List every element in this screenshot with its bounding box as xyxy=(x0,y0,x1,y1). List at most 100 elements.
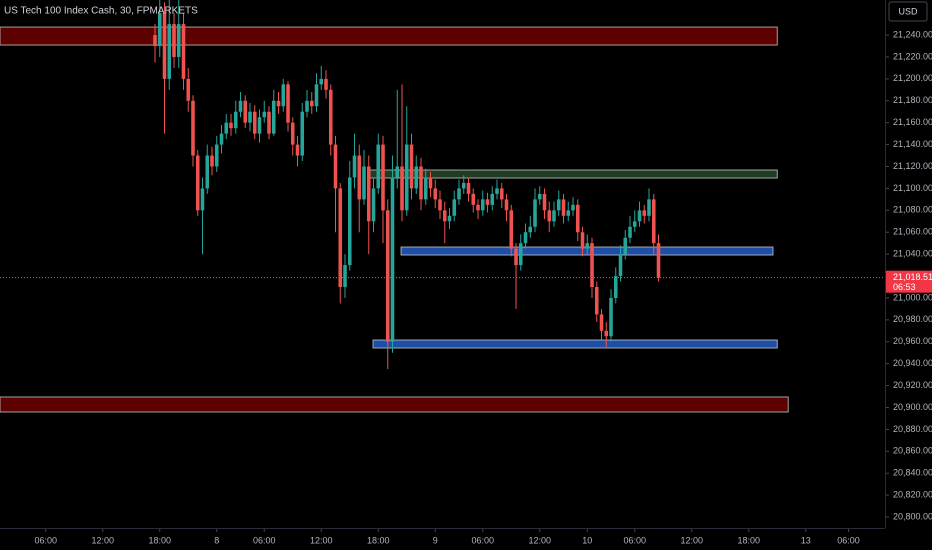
y-tick-label: 21,100.00 xyxy=(893,183,932,193)
candle-body xyxy=(400,166,404,211)
candle-body xyxy=(319,78,324,85)
candle-body xyxy=(433,188,438,200)
x-tick-label: 12:00 xyxy=(680,535,703,545)
candle-body xyxy=(300,111,305,156)
candle-body xyxy=(618,254,623,277)
candle-body xyxy=(609,297,613,337)
candle-body xyxy=(514,248,518,266)
candle-body xyxy=(656,243,661,278)
candle-body xyxy=(547,210,552,222)
candle-body xyxy=(271,100,276,134)
candle-body xyxy=(162,13,167,79)
currency-label[interactable]: USD xyxy=(898,6,918,16)
candle-body xyxy=(238,100,243,112)
candle-body xyxy=(262,111,267,118)
candle-body xyxy=(390,177,395,342)
last-price-label: 21,018.51 xyxy=(893,272,932,282)
x-tick-label: 06:00 xyxy=(471,535,494,545)
y-tick-label: 21,220.00 xyxy=(893,51,932,61)
candle-body xyxy=(404,144,409,211)
last-price-box xyxy=(886,270,932,293)
candle-body xyxy=(580,232,585,249)
candle-body xyxy=(328,89,333,145)
candle-body xyxy=(628,226,632,238)
candle-body xyxy=(419,166,423,200)
candle-body xyxy=(309,100,314,107)
candle-body xyxy=(642,210,647,216)
candle-body xyxy=(395,166,400,178)
candle-body xyxy=(343,265,347,288)
x-tick-label: 06:00 xyxy=(34,535,57,545)
candle-body xyxy=(210,155,214,167)
candle-body xyxy=(509,210,514,249)
candle-body xyxy=(651,199,656,244)
candle-body xyxy=(224,122,229,134)
y-tick-label: 20,920.00 xyxy=(893,380,932,390)
y-tick-label: 20,980.00 xyxy=(893,314,932,324)
candle-body xyxy=(314,84,319,107)
candle-body xyxy=(229,122,233,129)
candle-body xyxy=(423,177,428,200)
candle-body xyxy=(499,188,504,200)
currency-button[interactable] xyxy=(888,1,928,22)
candle-body xyxy=(504,199,509,211)
candle-body xyxy=(637,210,642,222)
x-tick-label: 9 xyxy=(433,535,438,545)
candle-body xyxy=(219,133,224,145)
x-tick-label: 06:00 xyxy=(253,535,276,545)
candle-body xyxy=(594,287,599,315)
candle-body xyxy=(461,182,466,189)
candle-body xyxy=(466,182,471,194)
candle-body xyxy=(490,193,495,205)
candle-body xyxy=(604,330,609,337)
candle-body xyxy=(575,204,580,233)
candle-body xyxy=(281,84,286,107)
candle-body xyxy=(157,13,162,47)
candle-body xyxy=(533,199,537,227)
candle-body xyxy=(362,166,366,200)
candle-body xyxy=(205,155,210,189)
candle-body xyxy=(381,144,385,211)
candle-body xyxy=(267,111,271,134)
candle-body xyxy=(542,193,547,211)
candle-body xyxy=(385,210,390,342)
candle-body xyxy=(476,204,480,211)
candle-body xyxy=(414,166,419,189)
candle-body xyxy=(248,111,252,123)
y-tick-label: 20,940.00 xyxy=(893,358,932,368)
candle-body xyxy=(518,243,523,266)
x-tick-label: 12:00 xyxy=(310,535,333,545)
y-tick-label: 21,120.00 xyxy=(893,161,932,171)
candle-body xyxy=(371,188,376,222)
candle-body xyxy=(167,24,172,79)
y-tick-label: 20,820.00 xyxy=(893,490,932,500)
candle-body xyxy=(172,24,176,57)
candle-body xyxy=(191,100,195,156)
candle-body xyxy=(447,215,452,222)
candle-body xyxy=(452,199,457,216)
candle-body xyxy=(485,199,490,205)
candle-body xyxy=(176,24,181,57)
x-tick-label: 13 xyxy=(801,535,811,545)
candle-body xyxy=(352,155,357,178)
candle-body xyxy=(153,35,157,47)
candle-body xyxy=(632,221,637,227)
zone xyxy=(0,396,789,413)
y-tick-label: 21,000.00 xyxy=(893,292,932,302)
x-tick-label: 06:00 xyxy=(623,535,646,545)
zone xyxy=(0,26,778,46)
candle-body xyxy=(214,144,219,167)
candle-body xyxy=(347,177,352,266)
candle-body xyxy=(195,155,200,211)
candle-body xyxy=(257,117,262,134)
candle-body xyxy=(537,193,542,200)
candle-body xyxy=(585,243,590,249)
candle-body xyxy=(552,210,556,222)
y-tick-label: 21,140.00 xyxy=(893,139,932,149)
candle-body xyxy=(305,100,309,112)
candle-body xyxy=(613,276,618,298)
candle-body xyxy=(295,144,300,156)
candle-body xyxy=(571,204,575,211)
